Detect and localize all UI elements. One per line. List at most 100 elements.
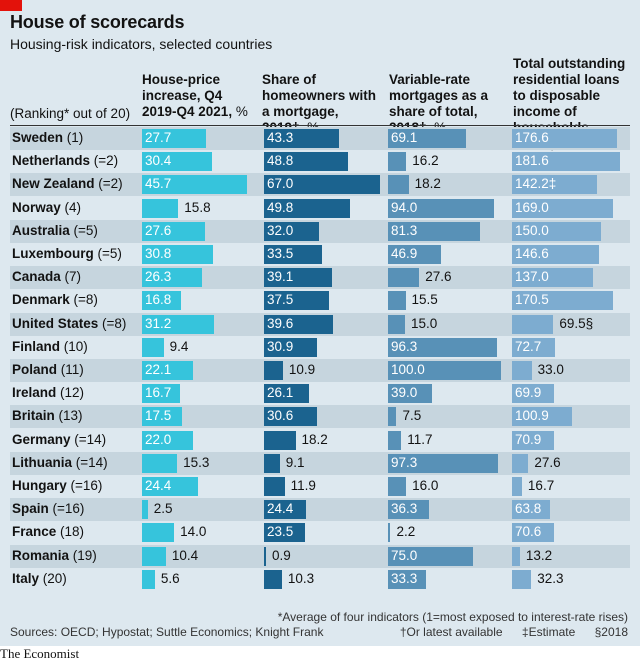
value-label-mortgage-share: 39.6 (267, 315, 294, 331)
bar-mortgage-share (264, 430, 296, 450)
country-rank: (10) (60, 338, 88, 354)
bar-loans-to-income (512, 523, 554, 543)
country-label: Ireland (12) (12, 385, 84, 400)
country-name: New Zealand (12, 176, 95, 192)
bar-loans-to-income (512, 430, 555, 450)
value-label-mortgage-share: 33.5 (267, 246, 294, 261)
bar-loans-to-income (512, 384, 554, 404)
ranking-header: (Ranking* out of 20) (10, 106, 131, 121)
value-label-mortgage-share: 26.1 (267, 385, 294, 401)
country-label: Lithuania (=14) (12, 455, 108, 470)
table-row: Denmark (=8) 16.8 37.5 15.5 170.5 (10, 289, 630, 312)
column-header-variable-rate: Variable-rate mortgages as a share of to… (389, 72, 511, 136)
bar-loans-to-income (512, 221, 602, 241)
country-name: Ireland (12, 385, 57, 401)
value-label-variable-rate: 11.7 (407, 431, 433, 447)
bar-variable-rate (388, 546, 473, 566)
country-rank: (=16) (66, 478, 103, 493)
value-label-variable-rate: 7.5 (402, 408, 422, 424)
table-row: Finland (10) 9.4 30.9 96.3 72.7 (10, 336, 630, 359)
bar-mortgage-share (264, 384, 310, 404)
chart-subtitle: Housing-risk indicators, selected countr… (10, 36, 273, 52)
bar-loans-to-income (512, 152, 620, 172)
double-dagger-footnote: ‡Estimate (521, 625, 576, 639)
table-row: France (18) 14.0 23.5 2.2 70.6 (10, 521, 630, 544)
country-name: Finland (12, 338, 60, 354)
value-label-loans-to-income: 142.2‡ (515, 176, 557, 192)
bar-house-price (142, 477, 199, 496)
value-label-house-price: 17.5 (145, 408, 172, 424)
bar-variable-rate (388, 384, 433, 404)
value-label-loans-to-income: 72.7 (515, 338, 542, 354)
country-label: United States (=8) (12, 316, 126, 331)
bar-mortgage-share (264, 175, 380, 195)
bar-house-price (142, 291, 181, 311)
country-name: Denmark (12, 292, 70, 308)
bar-house-price (142, 152, 212, 172)
bar-house-price (142, 175, 247, 195)
bar-variable-rate (388, 569, 426, 589)
bar-house-price (142, 500, 148, 520)
value-label-mortgage-share: 10.9 (288, 362, 316, 377)
country-label: Canada (7) (12, 269, 81, 284)
value-label-house-price: 22.0 (145, 431, 172, 447)
table-row: Canada (7) 26.3 39.1 27.6 137.0 (10, 266, 630, 290)
bar-house-price (142, 453, 178, 473)
bar-loans-to-income (512, 291, 614, 311)
value-label-mortgage-share: 9.1 (285, 454, 305, 470)
value-label-mortgage-share: 11.9 (290, 478, 316, 493)
bar-variable-rate (388, 337, 497, 357)
value-label-mortgage-share: 39.1 (267, 269, 294, 285)
bar-variable-rate (388, 198, 495, 218)
value-label-variable-rate: 36.3 (391, 501, 418, 517)
value-label-variable-rate: 16.2 (412, 153, 439, 169)
bar-loans-to-income (512, 477, 522, 496)
value-label-variable-rate: 97.3 (391, 454, 418, 470)
country-label: Finland (10) (12, 339, 88, 354)
value-label-variable-rate: 69.1 (391, 130, 418, 145)
value-label-house-price: 14.0 (180, 524, 207, 540)
table-row: Britain (13) 17.5 30.6 7.5 100.9 (10, 405, 630, 429)
country-rank: (13) (54, 408, 83, 424)
bar-house-price (142, 523, 175, 543)
country-name: Canada (12, 269, 61, 285)
value-label-variable-rate: 16.0 (412, 478, 439, 493)
value-label-variable-rate: 46.9 (391, 246, 418, 261)
bar-loans-to-income (512, 268, 594, 288)
bar-loans-to-income (512, 569, 532, 589)
bar-variable-rate (388, 477, 407, 496)
value-label-loans-to-income: 137.0 (515, 269, 549, 285)
value-label-house-price: 15.8 (184, 199, 211, 215)
bar-house-price (142, 569, 155, 589)
table-row: Poland (11) 22.1 10.9 100.0 33.0 (10, 359, 630, 382)
country-name: Netherlands (12, 153, 91, 169)
bar-mortgage-share (264, 337, 318, 357)
country-rank: (7) (60, 269, 82, 285)
value-label-variable-rate: 96.3 (391, 338, 418, 354)
bar-loans-to-income (512, 500, 550, 520)
table-row: Australia (=5) 27.6 32.0 81.3 150.0 (10, 219, 630, 243)
value-label-loans-to-income: 63.8 (515, 501, 542, 517)
value-label-mortgage-share: 0.9 (272, 547, 291, 563)
value-label-variable-rate: 15.0 (410, 315, 438, 331)
value-label-loans-to-income: 146.6 (515, 246, 549, 261)
country-rank: (11) (57, 362, 84, 377)
column-header-unit: % (235, 104, 248, 119)
country-label: Sweden (1) (12, 130, 83, 145)
bar-variable-rate (388, 361, 501, 380)
value-label-mortgage-share: 37.5 (267, 292, 294, 308)
bar-mortgage-share (264, 407, 317, 427)
country-rank: (1) (63, 130, 84, 145)
value-label-loans-to-income: 27.6 (534, 454, 561, 470)
bar-variable-rate (388, 268, 420, 288)
bar-loans-to-income (512, 453, 529, 473)
bar-house-price (142, 384, 181, 404)
country-rank: (18) (56, 524, 85, 540)
country-rank: (4) (60, 199, 82, 215)
country-name: Italy (12, 570, 40, 586)
bar-mortgage-share (264, 361, 283, 380)
value-label-loans-to-income: 170.5 (515, 292, 549, 308)
country-rank: (=14) (70, 431, 107, 447)
value-label-house-price: 9.4 (169, 338, 189, 354)
